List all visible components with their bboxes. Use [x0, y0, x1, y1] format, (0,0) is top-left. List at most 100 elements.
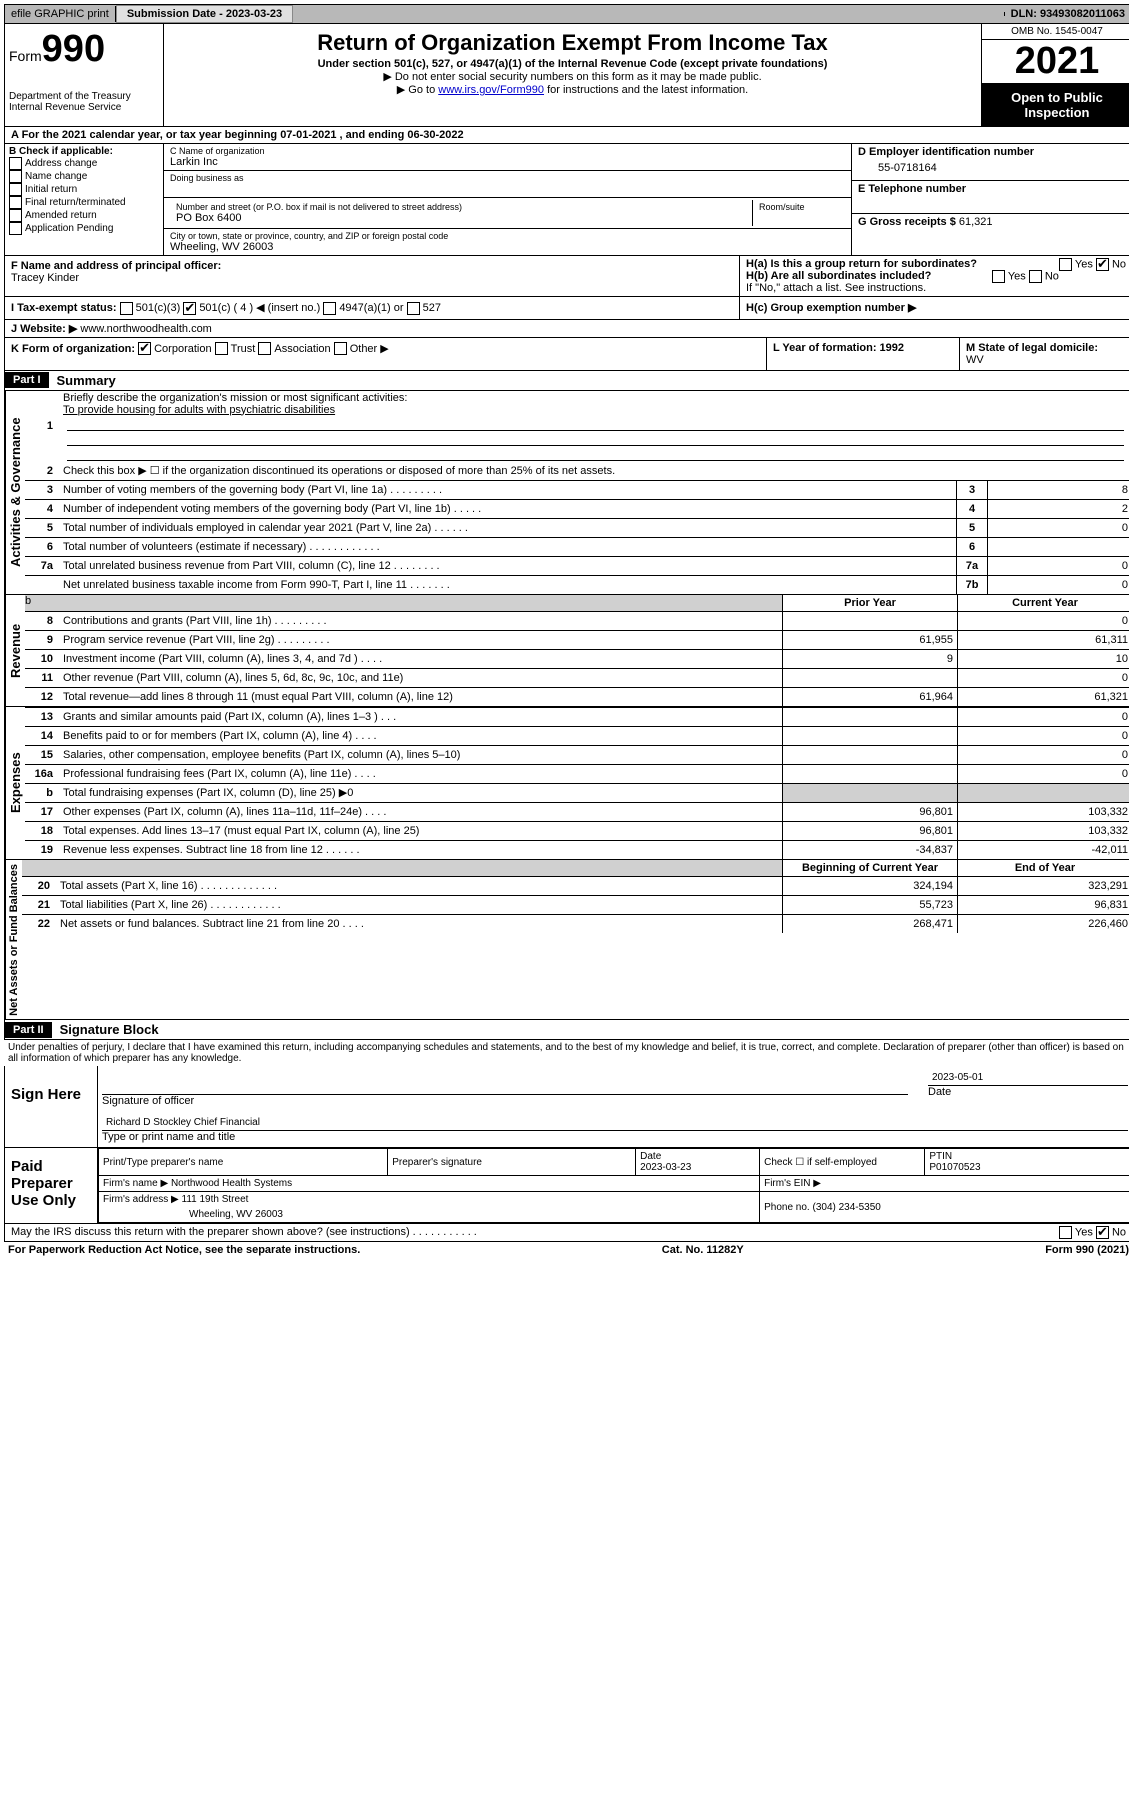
label-governance: Activities & Governance	[5, 391, 25, 594]
open-inspection: Open to Public Inspection	[982, 84, 1129, 126]
table-row: Net unrelated business taxable income fr…	[25, 575, 1129, 594]
table-row: 3Number of voting members of the governi…	[25, 480, 1129, 499]
paid-preparer-label: Paid Preparer Use Only	[5, 1148, 98, 1223]
checkbox-initial[interactable]	[9, 183, 22, 196]
prep-sig-label: Preparer's signature	[388, 1149, 636, 1176]
checkbox-final[interactable]	[9, 196, 22, 209]
discuss-yes[interactable]	[1059, 1226, 1072, 1239]
checkbox-pending[interactable]	[9, 222, 22, 235]
discuss-row: May the IRS discuss this return with the…	[4, 1224, 1129, 1242]
cb-corp[interactable]	[138, 342, 151, 355]
cb-501c[interactable]	[183, 302, 196, 315]
label-revenue: Revenue	[5, 595, 25, 706]
phone-label: E Telephone number	[858, 183, 966, 195]
table-row: 4Number of independent voting members of…	[25, 499, 1129, 518]
part2-header: Part II	[5, 1022, 52, 1038]
irs-link[interactable]: www.irs.gov/Form990	[438, 84, 544, 96]
summary-governance: Activities & Governance 1 Briefly descri…	[4, 391, 1129, 595]
gross-value: 61,321	[959, 216, 993, 228]
table-row: 13Grants and similar amounts paid (Part …	[25, 707, 1129, 726]
footer-left: For Paperwork Reduction Act Notice, see …	[8, 1244, 360, 1256]
irs-label: Internal Revenue Service	[9, 102, 159, 113]
checkbox-name[interactable]	[9, 170, 22, 183]
note-ssn: Do not enter social security numbers on …	[168, 70, 977, 83]
section-klm: K Form of organization: Corporation Trus…	[4, 338, 1129, 371]
ptin: P01070523	[929, 1162, 980, 1173]
section-b-label: B Check if applicable:	[9, 146, 113, 157]
ein-label: D Employer identification number	[858, 146, 1034, 158]
table-row: 5Total number of individuals employed in…	[25, 518, 1129, 537]
cb-527[interactable]	[407, 302, 420, 315]
summary-revenue: Revenue b Prior Year Current Year 8Contr…	[4, 595, 1129, 707]
officer-name: Tracey Kinder	[11, 272, 79, 284]
form-subtitle: Under section 501(c), 527, or 4947(a)(1)…	[168, 58, 977, 70]
table-row: 22Net assets or fund balances. Subtract …	[22, 914, 1129, 933]
dln-label: DLN: 93493082011063	[1005, 6, 1129, 22]
sign-here-section: Sign Here Signature of officer 2023-05-0…	[4, 1066, 1129, 1148]
top-bar: efile GRAPHIC print Submission Date - 20…	[4, 4, 1129, 24]
tax-year: 2021	[982, 40, 1129, 84]
mission-text: To provide housing for adults with psych…	[63, 404, 335, 416]
line2: Check this box ▶ ☐ if the organization d…	[59, 463, 1129, 478]
paid-preparer-section: Paid Preparer Use Only Print/Type prepar…	[4, 1148, 1129, 1224]
type-name-label: Type or print name and title	[102, 1131, 1128, 1143]
gross-label: G Gross receipts $	[858, 216, 956, 228]
part2-title: Signature Block	[52, 1020, 167, 1039]
part1-header: Part I	[5, 372, 49, 388]
footer-mid: Cat. No. 11282Y	[662, 1244, 744, 1256]
part1-title: Summary	[49, 371, 124, 390]
firm-phone: (304) 234-5350	[812, 1202, 880, 1213]
check-self: Check ☐ if self-employed	[760, 1149, 925, 1176]
cb-trust[interactable]	[215, 342, 228, 355]
section-fh: F Name and address of principal officer:…	[4, 256, 1129, 297]
cb-501c3[interactable]	[120, 302, 133, 315]
mission-label: Briefly describe the organization's miss…	[63, 392, 407, 404]
table-row: 17Other expenses (Part IX, column (A), l…	[25, 802, 1129, 821]
org-name-label: C Name of organization	[170, 146, 845, 156]
ha-yes[interactable]	[1059, 258, 1072, 271]
sign-here-label: Sign Here	[5, 1066, 98, 1147]
table-row: 7aTotal unrelated business revenue from …	[25, 556, 1129, 575]
omb-label: OMB No. 1545-0047	[982, 24, 1129, 40]
section-i: I Tax-exempt status: 501(c)(3) 501(c) ( …	[4, 297, 1129, 320]
addr-label: Number and street (or P.O. box if mail i…	[176, 202, 746, 212]
section-deg: D Employer identification number 55-0718…	[851, 144, 1129, 255]
checkbox-amended[interactable]	[9, 209, 22, 222]
cb-other[interactable]	[334, 342, 347, 355]
submission-date-button[interactable]: Submission Date - 2023-03-23	[116, 5, 293, 23]
form-title: Return of Organization Exempt From Incom…	[168, 30, 977, 56]
hb-note: If "No," attach a list. See instructions…	[746, 282, 1126, 294]
ha-no[interactable]	[1096, 258, 1109, 271]
table-row: 14Benefits paid to or for members (Part …	[25, 726, 1129, 745]
cb-4947[interactable]	[323, 302, 336, 315]
table-row: 12Total revenue—add lines 8 through 11 (…	[25, 687, 1129, 706]
hc-label: H(c) Group exemption number ▶	[746, 302, 916, 314]
dept-label: Department of the Treasury	[9, 91, 159, 102]
col-begin: Beginning of Current Year	[782, 860, 957, 876]
discuss-no[interactable]	[1096, 1226, 1109, 1239]
checkbox-address[interactable]	[9, 157, 22, 170]
prep-date: 2023-03-23	[640, 1162, 691, 1173]
table-row: 8Contributions and grants (Part VIII, li…	[25, 611, 1129, 630]
hb-no[interactable]	[1029, 270, 1042, 283]
section-j: J Website: ▶ www.northwoodhealth.com	[4, 320, 1129, 338]
section-bcdeg: B Check if applicable: Address change Na…	[4, 144, 1129, 256]
website-value: www.northwoodhealth.com	[80, 323, 211, 335]
header-mid: Return of Organization Exempt From Incom…	[164, 24, 981, 126]
note-link: ▶ Go to www.irs.gov/Form990 for instruct…	[168, 83, 977, 96]
label-net: Net Assets or Fund Balances	[5, 860, 22, 1020]
ein-value: 55-0718164	[858, 158, 1126, 178]
efile-label: efile GRAPHIC print	[5, 6, 116, 22]
table-row: bTotal fundraising expenses (Part IX, co…	[25, 783, 1129, 802]
sig-officer-label: Signature of officer	[102, 1095, 908, 1107]
sig-date: 2023-05-01	[928, 1070, 1128, 1086]
firm-addr2: Wheeling, WV 26003	[99, 1207, 760, 1223]
label-expenses: Expenses	[5, 707, 25, 859]
section-h: H(a) Is this a group return for subordin…	[740, 256, 1129, 296]
city-label: City or town, state or province, country…	[170, 231, 845, 241]
hb-yes[interactable]	[992, 270, 1005, 283]
tax-status-label: I Tax-exempt status:	[11, 302, 117, 314]
cb-assoc[interactable]	[258, 342, 271, 355]
officer-typed-name: Richard D Stockley Chief Financial	[102, 1115, 1128, 1131]
footer: For Paperwork Reduction Act Notice, see …	[4, 1242, 1129, 1258]
